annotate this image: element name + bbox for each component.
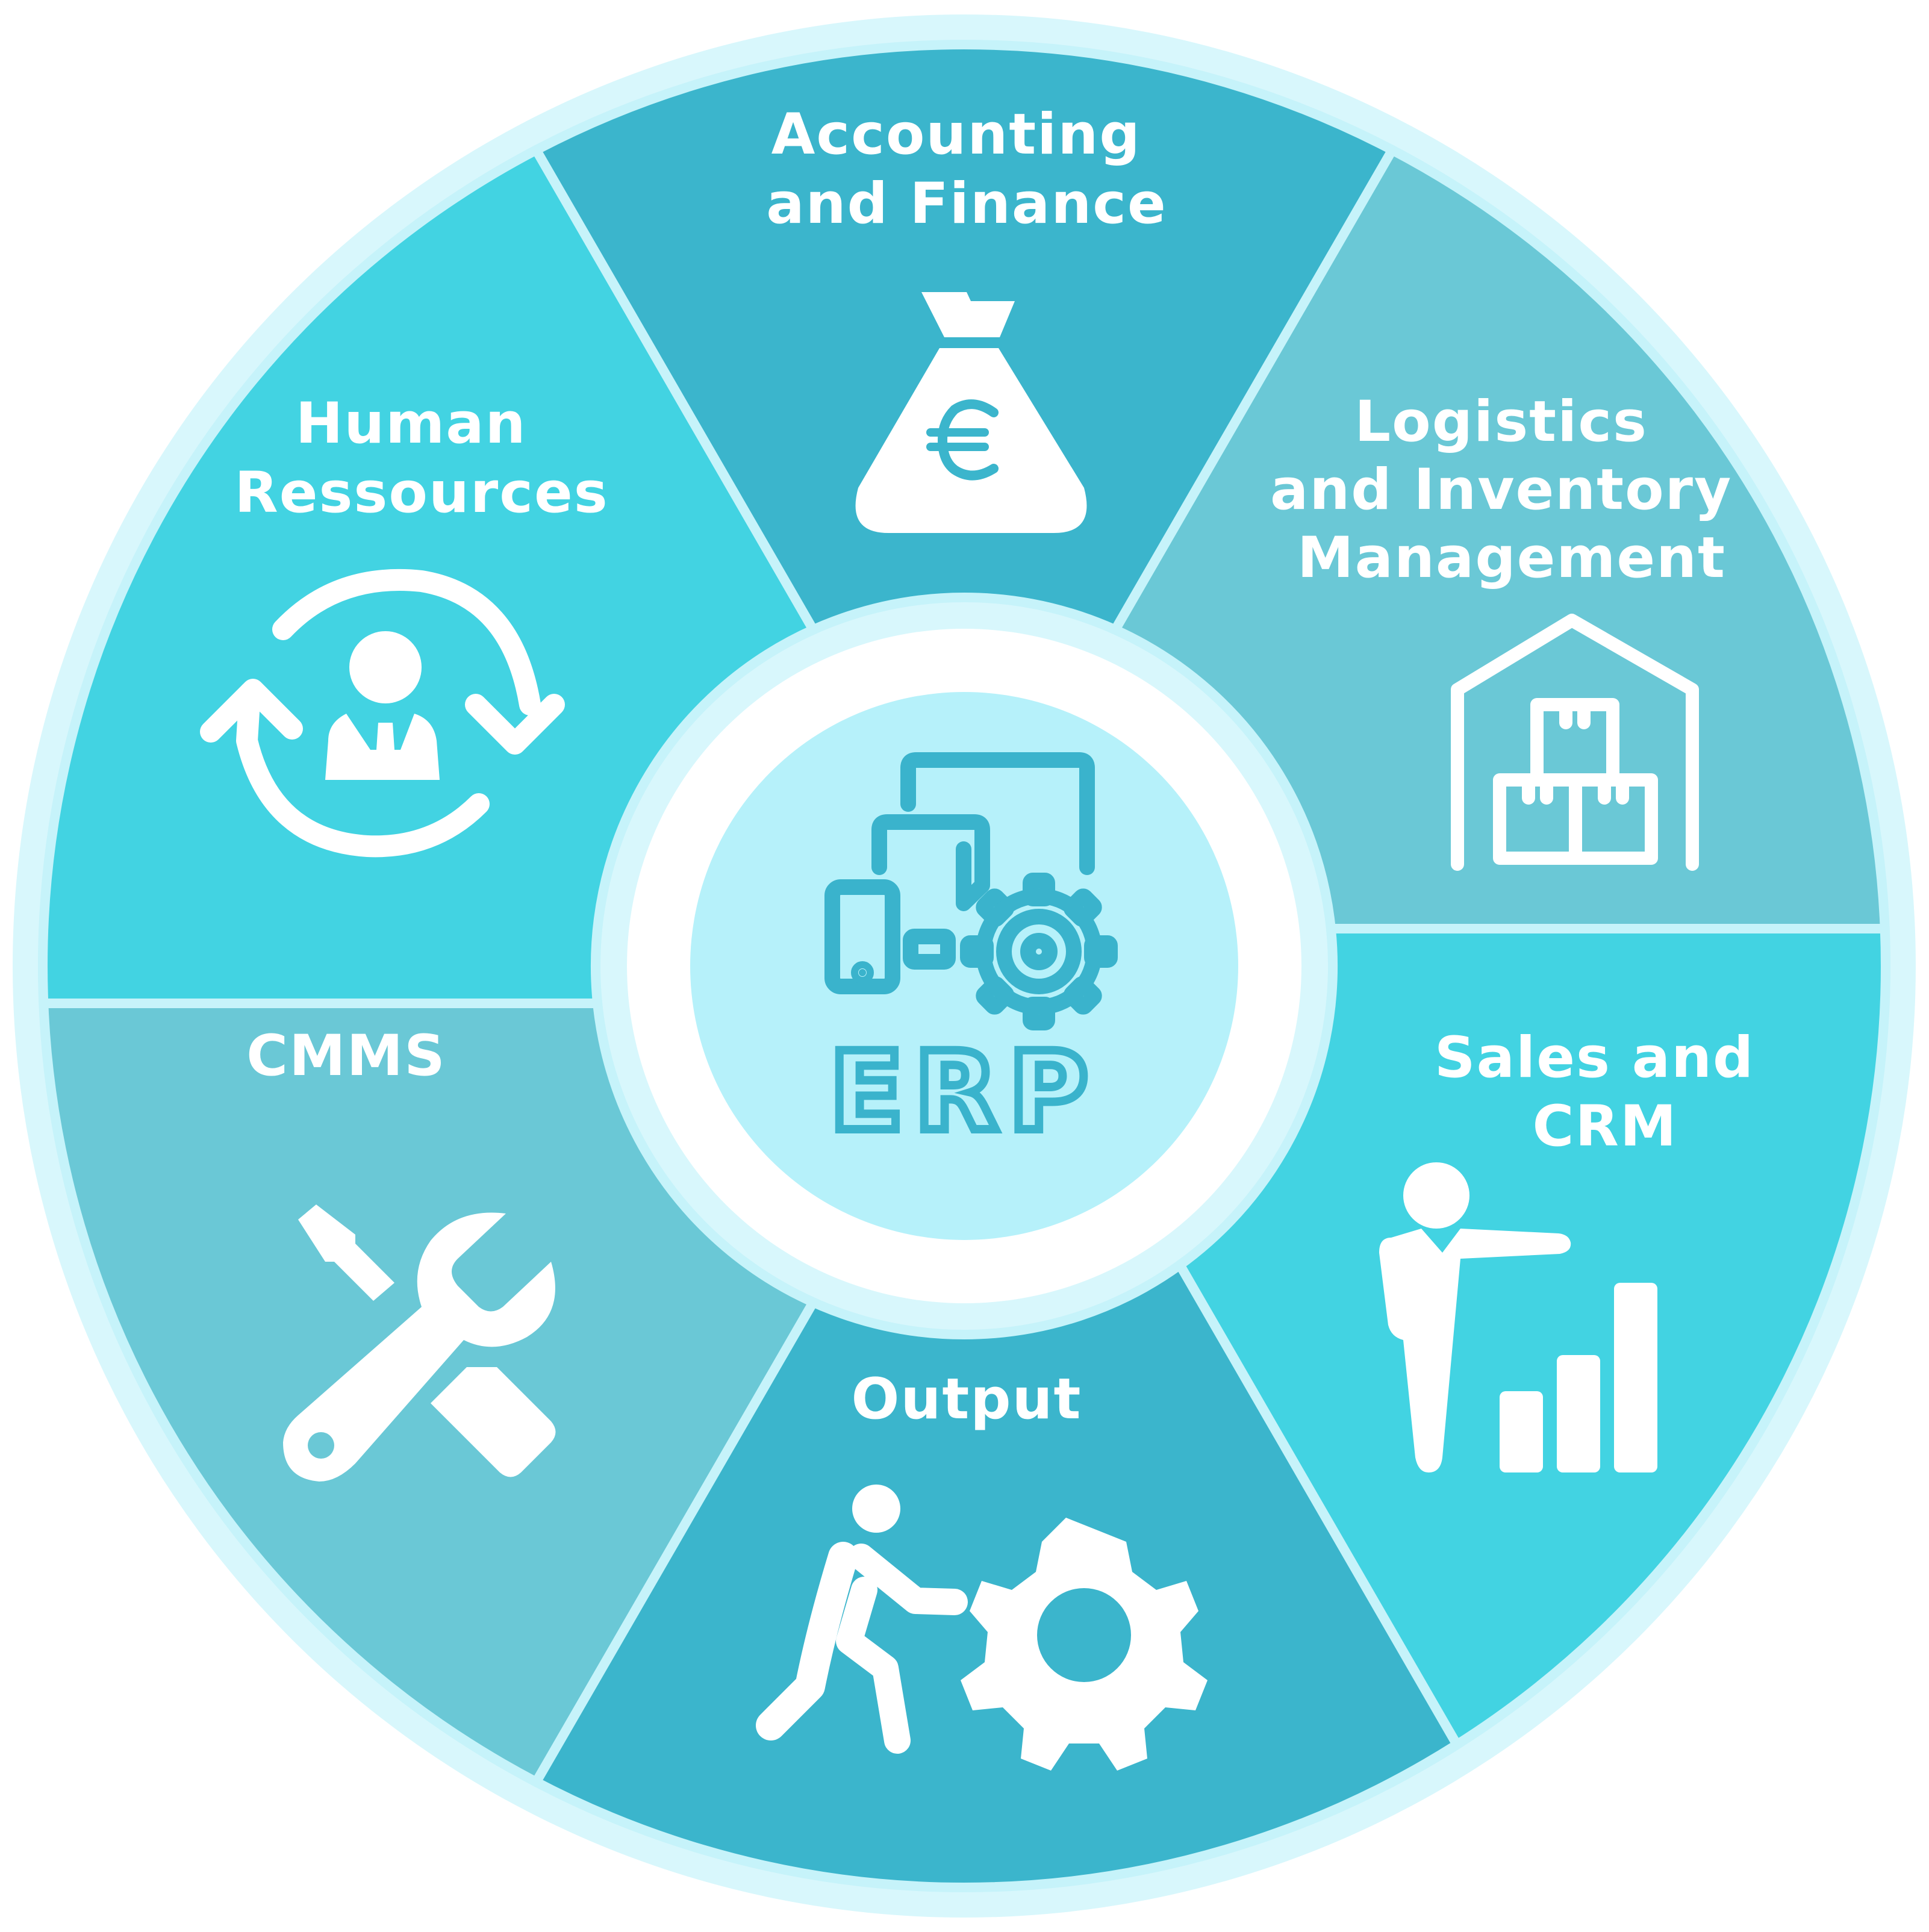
center-disc: [690, 692, 1238, 1240]
segment-label-logistics: Logistics and Inventory Management: [1270, 389, 1753, 591]
person-pushing-gear-icon: [756, 1485, 1208, 1771]
segment-label-output: Output: [852, 1366, 1082, 1432]
wrench-screwdriver-icon: [283, 1204, 556, 1482]
segment-label-sales: Sales and CRM: [1435, 1025, 1775, 1159]
presenter-bar-chart-icon: [1379, 1162, 1657, 1472]
segment-label-cmms: CMMS: [246, 1023, 446, 1089]
devices-gear-icon: [824, 752, 1118, 1030]
person-cycle-icon: [200, 569, 565, 858]
segment-labels: Accounting and Finance Logistics and Inv…: [234, 102, 1775, 1432]
segment-label-hr: Human Ressources: [234, 391, 608, 526]
segment-label-accounting: Accounting and Finance: [766, 102, 1167, 237]
warehouse-icon: [1451, 614, 1699, 871]
money-bag-euro-icon: [855, 292, 1087, 533]
center-erp-label: ERP: [829, 1029, 1099, 1155]
